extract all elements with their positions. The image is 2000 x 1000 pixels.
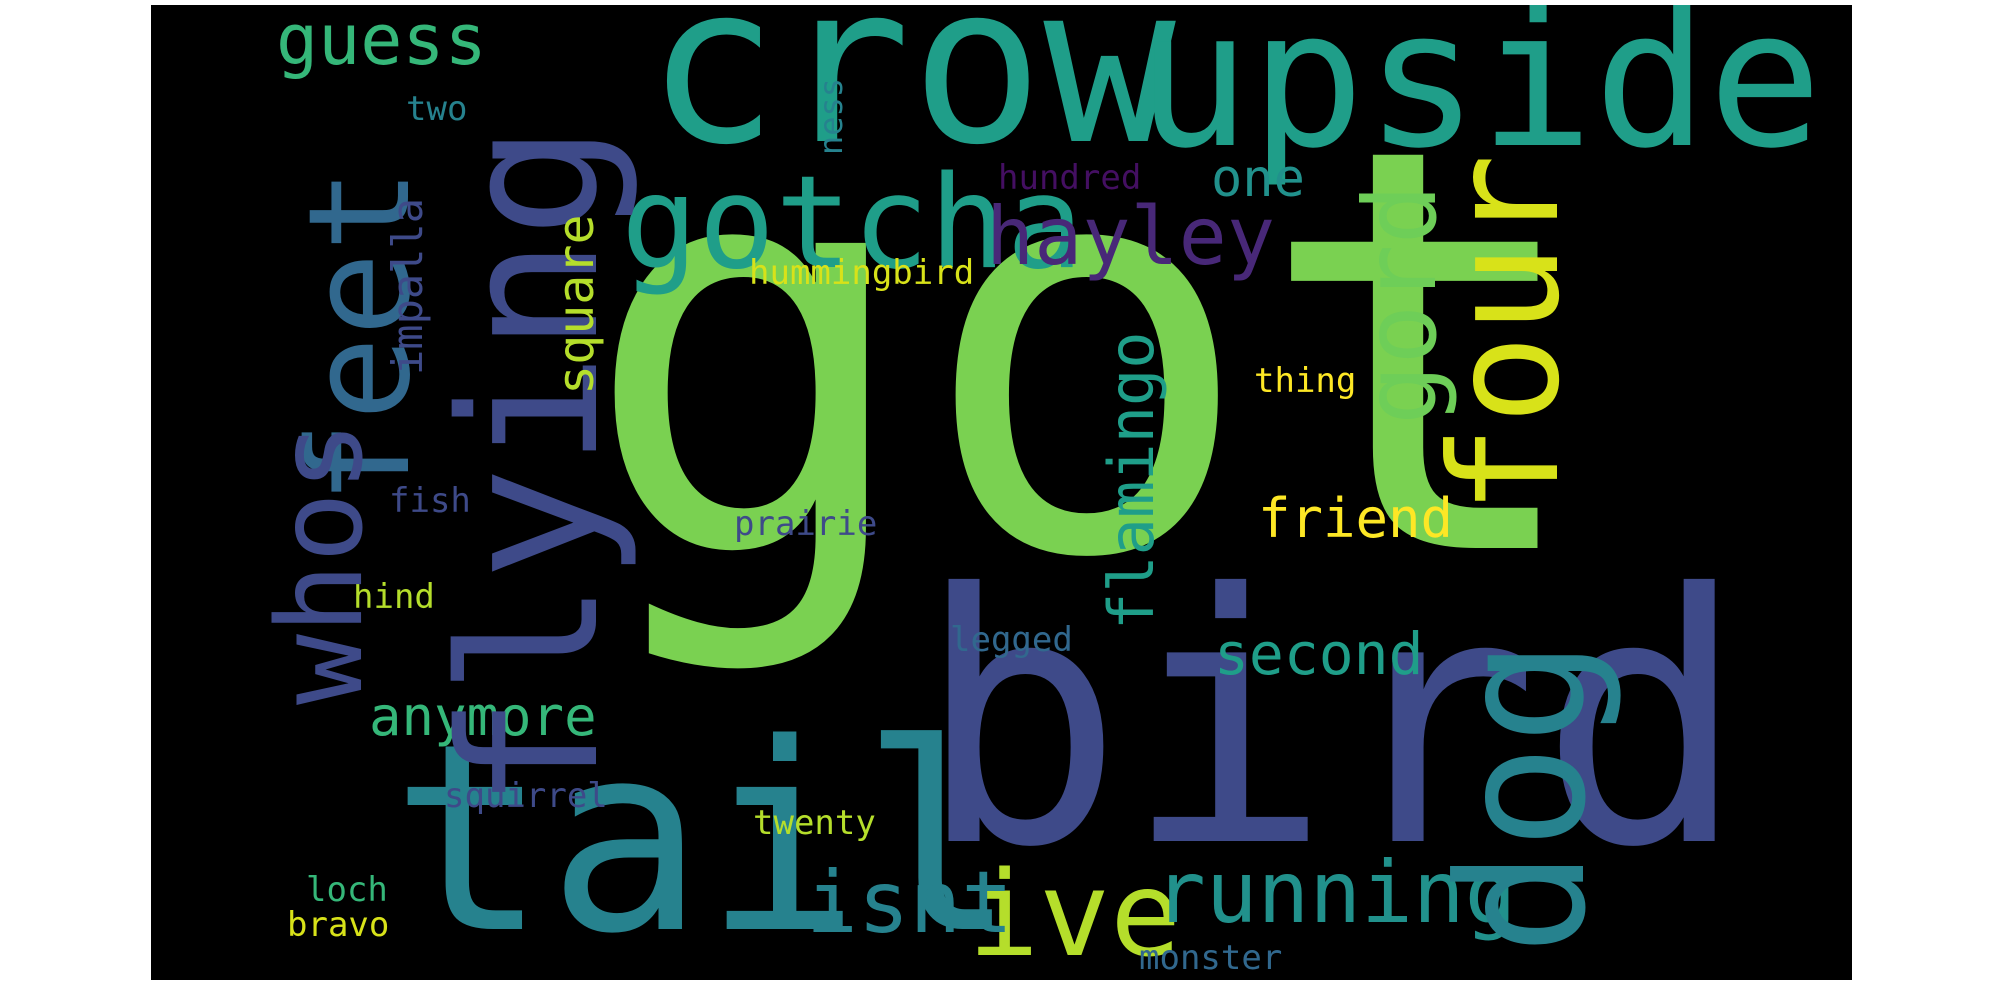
word-bird: bird xyxy=(916,522,1747,923)
word-ive: ive xyxy=(968,845,1182,980)
word-tail: tail xyxy=(391,689,1018,980)
word-squirrel: squirrel xyxy=(444,776,608,816)
word-upside: upside xyxy=(1136,5,1823,190)
word-one: one xyxy=(1211,149,1305,209)
word-anymore: anymore xyxy=(369,685,597,748)
word-dog: dog xyxy=(1422,638,1625,955)
word-legged: legged xyxy=(950,620,1073,660)
word-prairie: prairie xyxy=(734,504,878,544)
word-second: second xyxy=(1214,620,1424,688)
word-fish: fish xyxy=(389,481,471,521)
word-bravo: bravo xyxy=(287,905,390,945)
word-flamingo: flamingo xyxy=(1095,331,1168,630)
word-gord: gord xyxy=(1342,184,1459,425)
word-twenty: twenty xyxy=(753,803,876,843)
word-gotcha: gotcha xyxy=(621,149,1084,298)
word-isnt: isnt xyxy=(806,853,1014,953)
word-hind: hind xyxy=(353,577,435,617)
word-friend: friend xyxy=(1258,487,1454,550)
word-hummingbird: hummingbird xyxy=(749,253,975,293)
word-guess: guess xyxy=(276,5,487,81)
word-two: two xyxy=(406,89,468,129)
word-impalla: impalla xyxy=(383,197,432,375)
word-got: got xyxy=(581,29,1593,681)
word-crow: crow xyxy=(646,5,1176,193)
word-loch: loch xyxy=(306,870,388,910)
word-whos: whos xyxy=(251,420,389,705)
word-running: running xyxy=(1154,843,1517,943)
word-monster: monster xyxy=(1139,938,1283,978)
word-square: square xyxy=(547,214,605,395)
word-hundred: hundred xyxy=(998,158,1142,198)
word-ness: ness xyxy=(812,77,850,155)
word-thing: thing xyxy=(1254,361,1357,401)
word-hayley: hayley xyxy=(986,190,1275,283)
word-cloud: got bird crow upside tail gotcha hayley … xyxy=(151,5,1852,980)
